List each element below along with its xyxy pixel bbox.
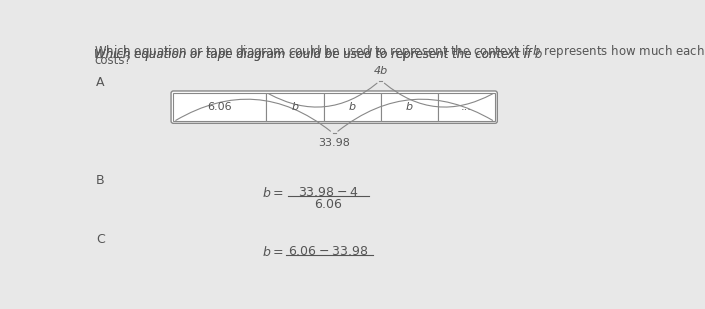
Bar bbox=[438, 93, 495, 121]
Text: 6.06: 6.06 bbox=[207, 102, 232, 112]
Text: b: b bbox=[348, 102, 355, 112]
Text: 4b: 4b bbox=[374, 66, 388, 76]
Text: Which equation or tape diagram could be used to represent the context if: Which equation or tape diagram could be … bbox=[94, 48, 535, 61]
Bar bbox=[324, 93, 381, 121]
Text: Which equation or tape diagram could be used to represent the context if $b$ rep: Which equation or tape diagram could be … bbox=[94, 43, 705, 60]
Text: b: b bbox=[291, 102, 298, 112]
Text: Which equation or tape diagram could be used to represent the context if b: Which equation or tape diagram could be … bbox=[94, 48, 543, 61]
Text: $b=$: $b=$ bbox=[262, 245, 284, 259]
Text: 33.98: 33.98 bbox=[318, 138, 350, 148]
Text: C: C bbox=[96, 233, 104, 247]
Text: costs?: costs? bbox=[94, 54, 131, 67]
Text: A: A bbox=[96, 76, 104, 89]
Text: ...: ... bbox=[461, 102, 472, 112]
Bar bbox=[266, 93, 324, 121]
Text: b: b bbox=[405, 102, 413, 112]
Text: $6.06-33.98$: $6.06-33.98$ bbox=[288, 245, 369, 258]
Text: $6.06$: $6.06$ bbox=[314, 198, 343, 211]
Bar bbox=[381, 93, 438, 121]
FancyBboxPatch shape bbox=[171, 91, 497, 123]
Text: B: B bbox=[96, 174, 104, 187]
Text: $33.98-4$: $33.98-4$ bbox=[298, 186, 359, 199]
Bar bbox=[173, 93, 266, 121]
Text: $b=$: $b=$ bbox=[262, 186, 284, 200]
